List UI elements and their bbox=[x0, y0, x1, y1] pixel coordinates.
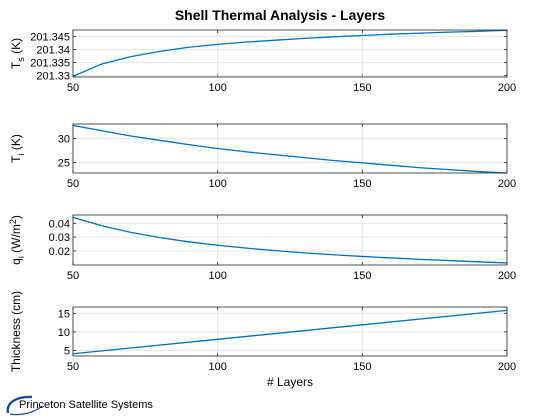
figure-title: Shell Thermal Analysis - Layers bbox=[175, 7, 386, 23]
series-line bbox=[72, 309, 508, 355]
y-axis-label-subscript: s bbox=[16, 57, 26, 62]
x-tick-label: 50 bbox=[67, 82, 79, 94]
y-tick-label: 0.04 bbox=[49, 218, 70, 230]
y-tick-label: 201.33 bbox=[36, 71, 70, 83]
panel-4: 50 100 150 200 5 10 15 Thickness (cm) # Layers bbox=[9, 291, 516, 389]
x-tick-label: 100 bbox=[208, 178, 226, 190]
y-tick-label: 201.335 bbox=[30, 58, 70, 70]
plot-area bbox=[73, 30, 507, 77]
axes-box bbox=[72, 214, 508, 266]
y-axis-label: Ti (K) bbox=[9, 134, 26, 163]
x-tick-label: 150 bbox=[353, 178, 371, 190]
y-axis-label-superscript: 2 bbox=[8, 219, 18, 224]
y-tick-label: 15 bbox=[58, 308, 70, 320]
x-tick-label: 100 bbox=[208, 361, 226, 373]
y-tick-label: 30 bbox=[58, 133, 70, 145]
y-axis-label: qi (W/m2) bbox=[8, 215, 26, 265]
x-tick-label: 200 bbox=[498, 361, 516, 373]
axes-box bbox=[72, 306, 508, 357]
y-axis-label-main: T bbox=[9, 61, 23, 69]
y-axis-label-unit: (W/m bbox=[9, 224, 23, 256]
y-axis-label: Ts (K) bbox=[9, 38, 26, 69]
y-tick-label: 5 bbox=[64, 345, 70, 357]
x-tick-label: 200 bbox=[498, 82, 516, 94]
x-tick-label: 50 bbox=[67, 361, 79, 373]
brand-footer: Princeton Satellite Systems bbox=[4, 393, 164, 417]
series-line bbox=[72, 216, 508, 264]
brand-name: Princeton Satellite Systems bbox=[19, 399, 153, 411]
y-axis-label-unit: (K) bbox=[9, 134, 23, 153]
axes-box bbox=[72, 29, 508, 78]
plot-area bbox=[73, 215, 507, 265]
x-tick-label: 150 bbox=[353, 82, 371, 94]
x-axis-label: # Layers bbox=[267, 375, 313, 389]
x-tick-label: 50 bbox=[67, 270, 79, 282]
y-axis-label-main: T bbox=[9, 155, 23, 163]
y-axis-label: Thickness (cm) bbox=[9, 291, 23, 372]
x-tick-label: 200 bbox=[498, 270, 516, 282]
y-axis-label-subscript: i bbox=[16, 256, 26, 258]
panel-2: 50 100 150 200 25 30 Ti (K) bbox=[9, 123, 516, 190]
x-tick-label: 200 bbox=[498, 178, 516, 190]
y-tick-label: 25 bbox=[58, 157, 70, 169]
series-line bbox=[72, 29, 508, 77]
y-axis-label-subscript: i bbox=[16, 154, 26, 156]
axes-box bbox=[72, 123, 508, 174]
plot-area bbox=[73, 124, 507, 173]
y-tick-label: 201.34 bbox=[36, 45, 70, 57]
y-tick-label: 201.345 bbox=[30, 32, 70, 44]
y-tick-label: 0.03 bbox=[49, 232, 70, 244]
y-axis-label-unit: (K) bbox=[9, 38, 23, 57]
x-tick-label: 100 bbox=[208, 270, 226, 282]
x-tick-label: 50 bbox=[67, 178, 79, 190]
princeton-satellite-systems-logo bbox=[6, 395, 43, 416]
x-tick-label: 150 bbox=[353, 270, 371, 282]
panel-3: 50 100 150 200 0.02 0.03 0.04 qi (W/m2) bbox=[8, 214, 516, 282]
y-tick-label: 0.02 bbox=[49, 246, 70, 258]
x-tick-label: 100 bbox=[208, 82, 226, 94]
series-line bbox=[72, 124, 508, 174]
x-tick-label: 150 bbox=[353, 361, 371, 373]
y-axis-label-main: q bbox=[9, 258, 23, 265]
y-tick-label: 10 bbox=[58, 327, 70, 339]
y-axis-label-tail: ) bbox=[9, 215, 23, 219]
